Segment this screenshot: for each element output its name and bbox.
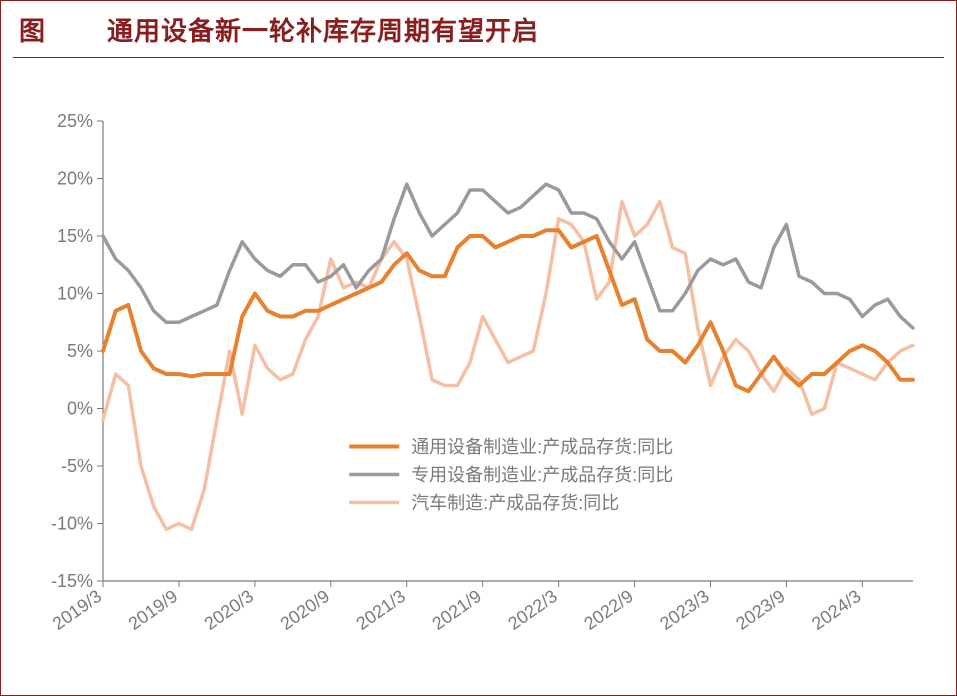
figure-label: 图 xyxy=(19,11,47,48)
y-tick-label: 25% xyxy=(57,111,93,131)
figure-frame: 图 通用设备新一轮补库存周期有望开启 -15% -10% -5% 0% 5% 10% 15%… xyxy=(0,0,957,696)
y-tick-label: 5% xyxy=(67,341,93,361)
line-chart: -15%-10%-5%0%5%10%15%20%25%2019/32019/92… xyxy=(23,111,933,671)
legend-label-special: 专用设备制造业:产成品存货:同比 xyxy=(411,465,673,485)
legend-label-auto: 汽车制造:产成品存货:同比 xyxy=(411,493,619,513)
y-tick-label: -5% xyxy=(61,456,93,476)
y-tick-label: -10% xyxy=(51,514,93,534)
y-tick-label: -15% xyxy=(51,571,93,591)
header-rule xyxy=(13,57,944,58)
legend-label-general: 通用设备制造业:产成品存货:同比 xyxy=(411,437,673,457)
y-tick-label: 10% xyxy=(57,284,93,304)
y-tick-label: 0% xyxy=(67,399,93,419)
y-tick-label: 20% xyxy=(57,169,93,189)
figure-header: 图 通用设备新一轮补库存周期有望开启 xyxy=(19,11,938,48)
figure-title: 通用设备新一轮补库存周期有望开启 xyxy=(107,11,539,48)
chart-container: -15%-10%-5%0%5%10%15%20%25%2019/32019/92… xyxy=(23,111,934,675)
y-tick-label: 15% xyxy=(57,226,93,246)
